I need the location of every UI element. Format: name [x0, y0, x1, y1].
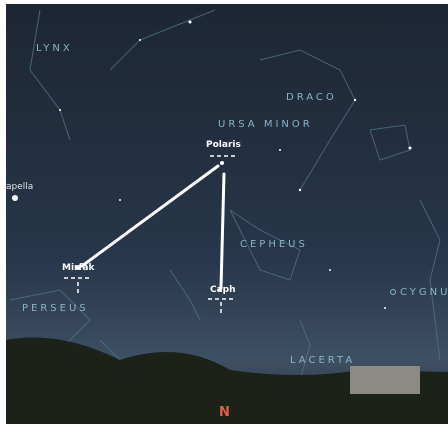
star-label: Polaris: [206, 140, 241, 150]
constellation-label: DRACO: [286, 92, 337, 103]
star-label: Mirfak: [62, 263, 95, 273]
constellation-label: CEPHEUS: [240, 239, 308, 250]
constellation-label: LACERTA: [290, 355, 355, 366]
sky-view: LYNX DRACO URSA MINOR CEPHEUS PERSEUS CY…: [0, 0, 448, 428]
constellation-label: PERSEUS: [22, 303, 89, 314]
screenshot: LYNX DRACO URSA MINOR CEPHEUS PERSEUS CY…: [0, 0, 448, 428]
compass-label: N: [219, 405, 230, 420]
constellation-label: URSA MINOR: [218, 119, 313, 130]
building: [350, 366, 420, 394]
star-label: Caph: [210, 285, 236, 295]
star-label: apella: [6, 182, 33, 192]
constellation-label: LYNX: [36, 43, 73, 54]
constellation-label: CYGNUS: [400, 287, 448, 298]
